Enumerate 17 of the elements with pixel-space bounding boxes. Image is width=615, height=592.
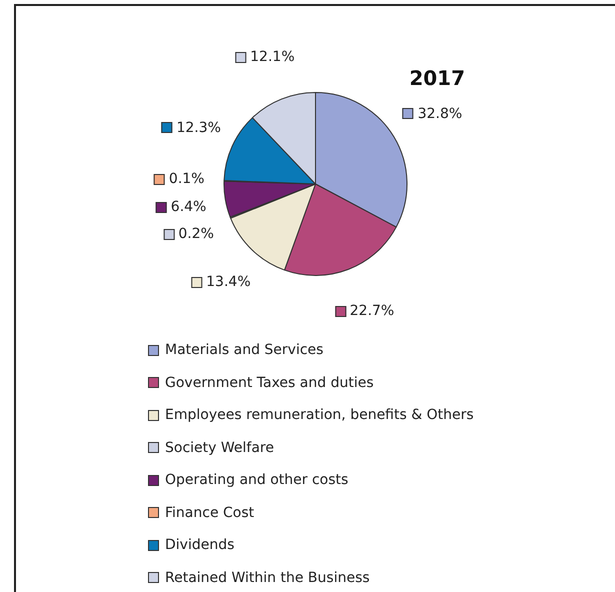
legend-label: Society Welfare xyxy=(165,440,274,456)
legend-label: Government Taxes and duties xyxy=(165,374,374,391)
legend-label: Materials and Services xyxy=(165,342,324,358)
legend-label: Operating and other costs xyxy=(165,472,348,488)
data-label: 12.3% xyxy=(176,120,221,136)
data-label: 13.4% xyxy=(206,274,251,290)
data-label: 0.1% xyxy=(168,171,204,188)
data-label: 0.2% xyxy=(178,226,214,242)
data-label: 12.1% xyxy=(250,49,295,66)
legend-label: Dividends xyxy=(165,537,234,554)
legend-label: Finance Cost xyxy=(165,504,254,521)
data-label: 32.8% xyxy=(418,106,462,122)
data-label: 6.4% xyxy=(170,199,206,216)
text: 2017 xyxy=(409,66,465,90)
data-label: 22.7% xyxy=(350,303,394,320)
legend-label: Employees remuneration, benefits & Others xyxy=(165,407,474,424)
legend-label: Retained Within the Business xyxy=(165,570,370,586)
